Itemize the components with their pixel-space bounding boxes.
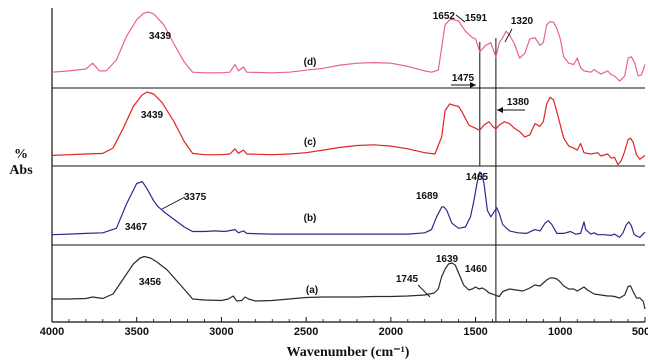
peak-annotation: 1465 (466, 172, 489, 183)
peak-annotation: 3439 (141, 110, 164, 121)
x-tick-label: 1500 (463, 326, 487, 338)
x-tick-label: 500 (632, 326, 648, 338)
x-tick-label: 2500 (294, 326, 318, 338)
peak-label: 1380 (507, 97, 530, 108)
peak-annotations: 3439 1652 1591 1320 1475 3439 1380 3375 3467 1689… (125, 11, 534, 297)
peak-annotation: 1591 (465, 13, 488, 24)
peak-annotation: 3375 (162, 192, 207, 209)
y-axis-label-abs: Abs (9, 163, 33, 178)
peak-label: 3456 (139, 277, 162, 288)
peak-annotation: 1652 (433, 11, 465, 22)
series-line-d (52, 12, 645, 81)
peak-annotation: 3467 (125, 222, 148, 233)
peak-label: 1465 (466, 172, 489, 183)
x-tick-label: 4000 (40, 326, 64, 338)
peak-label: 1639 (436, 254, 459, 265)
peak-label: 3375 (184, 192, 207, 203)
series-label: (c) (304, 137, 316, 148)
peak-label: 1320 (511, 16, 534, 27)
x-tick-label: 2000 (379, 326, 403, 338)
x-tick-label: 3500 (124, 326, 148, 338)
peak-label: 3467 (125, 222, 148, 233)
chart-frame (52, 8, 645, 322)
series-line-c (52, 92, 645, 165)
peak-annotation: 1475 (451, 73, 476, 88)
peak-label: 1652 (433, 11, 456, 22)
peak-annotation: 1380 (497, 97, 530, 113)
series-label: (a) (306, 285, 318, 296)
y-axis-label-percent: % (14, 147, 28, 162)
series-label: (d) (304, 57, 317, 68)
peak-annotation: 1745 (396, 274, 430, 297)
peak-annotation: 3456 (139, 277, 162, 288)
peak-annotation: 1320 (505, 16, 534, 42)
peak-label: 1460 (465, 264, 488, 275)
arrow-head (497, 107, 503, 113)
x-axis-title: Wavenumber (cm⁻¹) (287, 345, 410, 360)
peak-annotation: 1460 (465, 264, 488, 275)
peak-annotation: 1639 (436, 254, 459, 265)
peak-label: 1745 (396, 274, 419, 285)
series-labels: (d) (c) (b) (a) (304, 57, 319, 296)
peak-label: 1689 (416, 191, 439, 202)
peak-annotation: 3439 (149, 31, 172, 42)
peak-annotation: 1689 (416, 191, 439, 202)
series-layer (52, 12, 645, 309)
x-tick-label: 3000 (209, 326, 233, 338)
x-axis: 4000 3500 3000 2500 2000 1500 1000 500 (40, 317, 648, 338)
peak-label: 3439 (149, 31, 172, 42)
peak-label: 1591 (465, 13, 488, 24)
peak-label: 3439 (141, 110, 164, 121)
x-tick-label: 1000 (548, 326, 572, 338)
peak-label: 1475 (452, 73, 475, 84)
series-label: (b) (304, 213, 317, 224)
leader-line (162, 197, 185, 209)
